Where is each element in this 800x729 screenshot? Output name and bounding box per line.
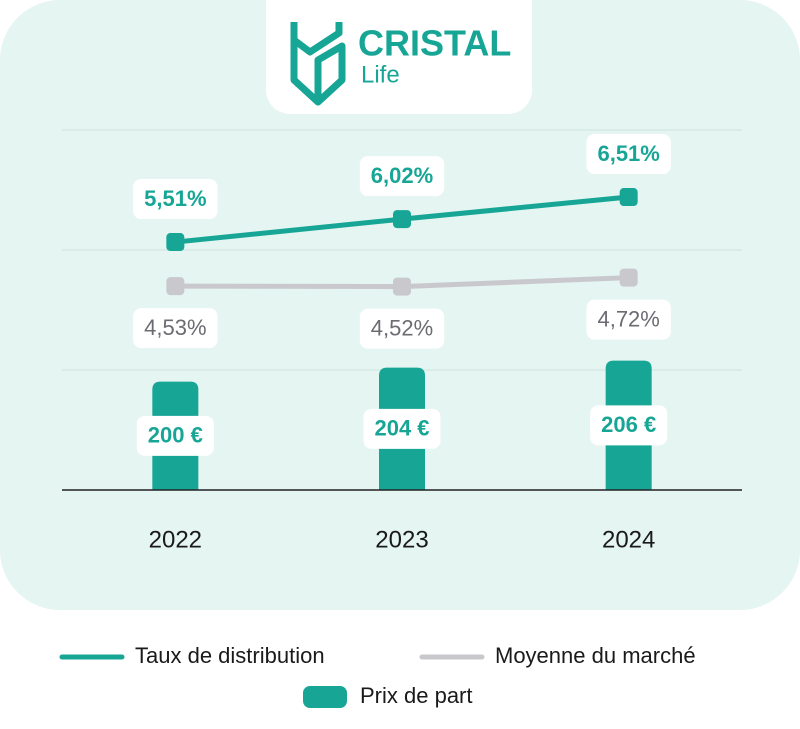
value-label-box	[359, 156, 445, 197]
value-label-box	[133, 308, 218, 349]
value-label: 4,52%	[371, 315, 433, 340]
point	[166, 277, 185, 296]
x-tick-label: 2023	[375, 526, 428, 553]
logo-tagline: Life	[361, 61, 400, 88]
value-label-box	[136, 415, 214, 456]
legend-label: Prix de part	[360, 683, 473, 708]
logo-icon	[290, 22, 346, 106]
value-label-box	[590, 405, 668, 446]
point	[393, 210, 411, 229]
value-label: 6,51%	[597, 141, 659, 166]
value-label: 6,02%	[371, 163, 433, 188]
logo-name: CRISTAL	[358, 23, 511, 64]
value-label: 204 €	[374, 416, 429, 441]
legend-swatch	[303, 686, 347, 708]
value-label-box	[586, 299, 671, 340]
value-label: 4,72%	[597, 306, 659, 331]
point	[619, 188, 638, 207]
value-label-box	[359, 308, 445, 349]
value-label: 200 €	[148, 423, 203, 448]
value-label: 206 €	[601, 412, 656, 437]
value-label: 4,53%	[144, 315, 206, 340]
value-label: 5,51%	[144, 186, 206, 211]
value-label-box	[363, 408, 441, 449]
legend-label: Moyenne du marché	[495, 643, 696, 668]
x-tick-label: 2024	[602, 526, 655, 553]
point	[393, 277, 411, 296]
x-tick-label: 2022	[149, 526, 202, 553]
point	[619, 268, 638, 287]
value-label-box	[133, 179, 218, 220]
value-label-box	[586, 134, 671, 175]
point	[166, 233, 185, 252]
legend-label: Taux de distribution	[135, 643, 325, 668]
